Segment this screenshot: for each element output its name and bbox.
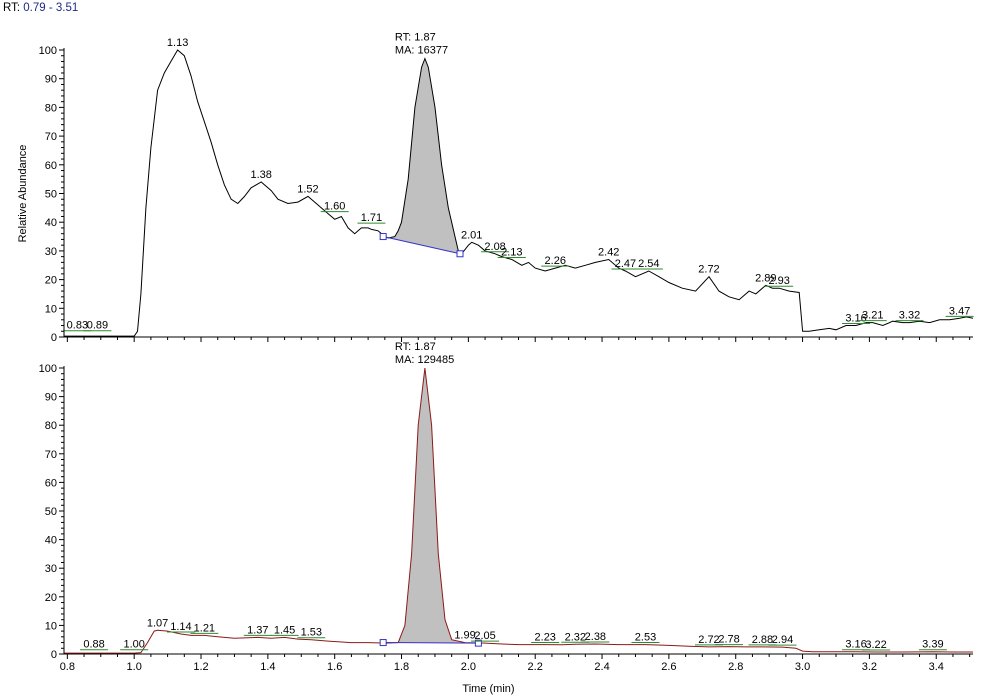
x-tick-label-4: 1.6 [327,661,342,673]
peak-label-1-17: 3.16 [845,313,866,325]
y-tick-label-2-4: 40 [45,535,57,547]
peak-label-1-1: 0.89 [87,320,108,332]
peak-label-2-16: 2.88 [752,634,773,646]
peak-label-2-8: 1.99 [454,630,475,642]
peak-label-1-18: 3.21 [862,310,883,322]
x-tick-label-10: 2.8 [728,661,743,673]
rt-range-value: 0.79 - 3.51 [23,2,79,14]
peak-label-2-4: 1.21 [194,622,215,634]
y-tick-label-1-6: 60 [45,160,57,172]
rt-range-readout: RT: 0.79 - 3.51 [3,2,78,14]
peak-label-2-9: 2.05 [474,630,495,642]
peak-label-1-8: 2.08 [484,241,505,253]
peak-rt-label-2: RT: 1.87 [395,341,436,353]
peak-label-2-1: 1.00 [123,639,144,651]
peak-label-1-16: 2.93 [768,275,789,287]
y-tick-label-1-10: 100 [39,45,57,57]
peak-label-2-10: 2.23 [535,632,556,644]
peak-label-1-11: 2.42 [598,247,619,259]
peak-label-1-10: 2.26 [545,255,566,267]
x-tick-label-12: 3.2 [862,661,877,673]
y-tick-label-1-1: 10 [45,303,57,315]
peak-boundary-marker-start-2[interactable] [379,639,387,647]
peak-boundary-marker-start-1[interactable] [379,233,387,241]
integrated-peak-area-2 [383,368,479,644]
peak-ma-label-2: MA: 129485 [395,354,454,366]
peak-label-1-14: 2.72 [698,264,719,276]
peak-label-2-7: 1.53 [301,627,322,639]
y-tick-label-1-4: 40 [45,217,57,229]
peak-label-1-7: 2.01 [461,229,482,241]
y-tick-label-1-0: 0 [51,332,57,344]
x-tick-label-11: 3.0 [795,661,810,673]
peak-label-1-4: 1.52 [297,183,318,195]
y-tick-label-2-3: 30 [45,563,57,575]
peak-label-2-18: 3.16 [845,639,866,651]
peak-label-2-14: 2.72 [698,634,719,646]
y-tick-label-2-0: 0 [51,649,57,661]
peak-label-1-12: 2.47 [615,258,636,270]
peak-label-1-13: 2.54 [638,258,659,270]
chromatogram-trace-2 [64,367,973,654]
y-tick-label-2-1: 10 [45,620,57,632]
y-tick-label-2-5: 50 [45,506,57,518]
peak-label-1-15: 2.89 [755,272,776,284]
chromatogram-trace-1 [64,49,974,337]
y-tick-label-2-6: 60 [45,477,57,489]
y-tick-label-1-2: 20 [45,275,57,287]
peak-baseline-2 [383,642,479,644]
x-tick-label-3: 1.4 [260,661,275,673]
y-tick-label-2-9: 90 [45,392,57,404]
peak-label-1-9: 2.13 [501,247,522,259]
integrated-peak-area-1 [383,58,461,254]
peak-label-1-2: 1.13 [167,37,188,49]
peak-label-1-6: 1.71 [361,212,382,224]
y-tick-label-1-9: 90 [45,74,57,86]
y-tick-label-1-5: 50 [45,189,57,201]
peak-label-2-15: 2.78 [718,634,739,646]
x-tick-label-9: 2.6 [661,661,676,673]
peak-label-2-5: 1.37 [247,624,268,636]
peak-label-2-13: 2.53 [635,632,656,644]
y-tick-label-1-3: 30 [45,246,57,258]
peak-label-2-0: 0.88 [83,639,104,651]
peak-label-1-20: 3.47 [949,305,970,317]
peak-label-2-12: 2.38 [585,631,606,643]
x-tick-label-1: 1.0 [127,661,142,673]
x-tick-label-5: 1.8 [394,661,409,673]
y-tick-label-2-7: 70 [45,449,57,461]
peak-rt-label-1: RT: 1.87 [395,32,436,44]
y-tick-label-1-8: 80 [45,102,57,114]
peak-label-1-19: 3.32 [899,310,920,322]
x-tick-label-6: 2.0 [461,661,476,673]
x-tick-label-2: 1.2 [193,661,208,673]
y-axis-title: Relative Abundance [17,145,29,243]
peak-label-2-11: 2.32 [565,631,586,643]
peak-label-2-6: 1.45 [274,624,295,636]
x-tick-label-7: 2.2 [528,661,543,673]
peak-baseline-1 [383,236,461,255]
peak-label-1-0: 0.83 [67,320,88,332]
peak-label-2-17: 2.94 [772,634,793,646]
y-tick-label-1-7: 70 [45,131,57,143]
peak-label-2-20: 3.39 [922,639,943,651]
y-tick-label-2-10: 100 [39,363,57,375]
peak-label-2-2: 1.07 [147,617,168,629]
peak-ma-label-1: MA: 16377 [395,45,448,57]
x-tick-label-0: 0.8 [60,661,75,673]
y-tick-label-2-2: 20 [45,592,57,604]
y-tick-label-2-8: 80 [45,420,57,432]
peak-label-1-3: 1.38 [250,169,271,181]
peak-label-2-19: 3.22 [865,639,886,651]
peak-label-1-5: 1.60 [324,201,345,213]
peak-boundary-marker-end-2[interactable] [474,639,482,647]
peak-boundary-marker-end-1[interactable] [456,250,464,258]
rt-range-label: RT: [3,2,21,14]
x-tick-label-13: 3.4 [929,661,944,673]
x-axis-title: Time (min) [462,683,514,695]
x-tick-label-8: 2.4 [594,661,609,673]
peak-label-2-3: 1.14 [170,621,191,633]
